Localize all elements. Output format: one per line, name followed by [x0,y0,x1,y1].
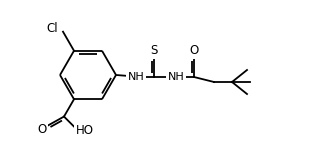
Text: NH: NH [128,72,145,82]
Text: NH: NH [168,72,184,82]
Text: O: O [37,123,47,136]
Text: HO: HO [76,124,94,137]
Text: S: S [150,44,158,57]
Text: Cl: Cl [47,22,58,35]
Text: O: O [189,44,199,57]
